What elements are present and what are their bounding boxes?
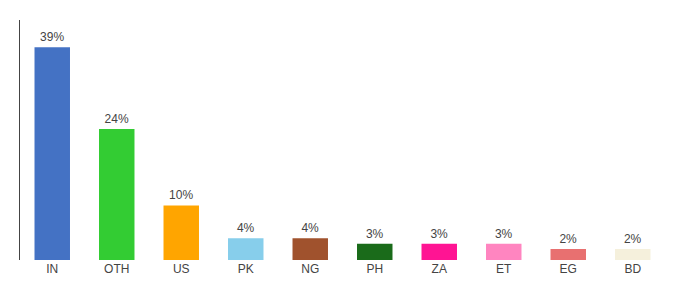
svg-text:24%: 24% [105, 112, 129, 126]
svg-text:4%: 4% [301, 221, 319, 235]
svg-text:3%: 3% [430, 227, 448, 241]
svg-text:2%: 2% [559, 232, 577, 246]
svg-text:ET: ET [496, 262, 512, 276]
svg-text:3%: 3% [366, 227, 384, 241]
svg-text:39%: 39% [40, 30, 64, 44]
svg-text:PH: PH [366, 262, 383, 276]
svg-text:PK: PK [238, 262, 254, 276]
svg-text:4%: 4% [237, 221, 255, 235]
svg-text:3%: 3% [495, 227, 513, 241]
svg-text:OTH: OTH [104, 262, 129, 276]
svg-text:US: US [173, 262, 190, 276]
svg-text:2%: 2% [624, 232, 642, 246]
svg-text:EG: EG [560, 262, 577, 276]
svg-text:ZA: ZA [432, 262, 447, 276]
svg-text:IN: IN [46, 262, 58, 276]
svg-text:NG: NG [301, 262, 319, 276]
svg-text:BD: BD [624, 262, 641, 276]
svg-text:10%: 10% [169, 188, 193, 202]
